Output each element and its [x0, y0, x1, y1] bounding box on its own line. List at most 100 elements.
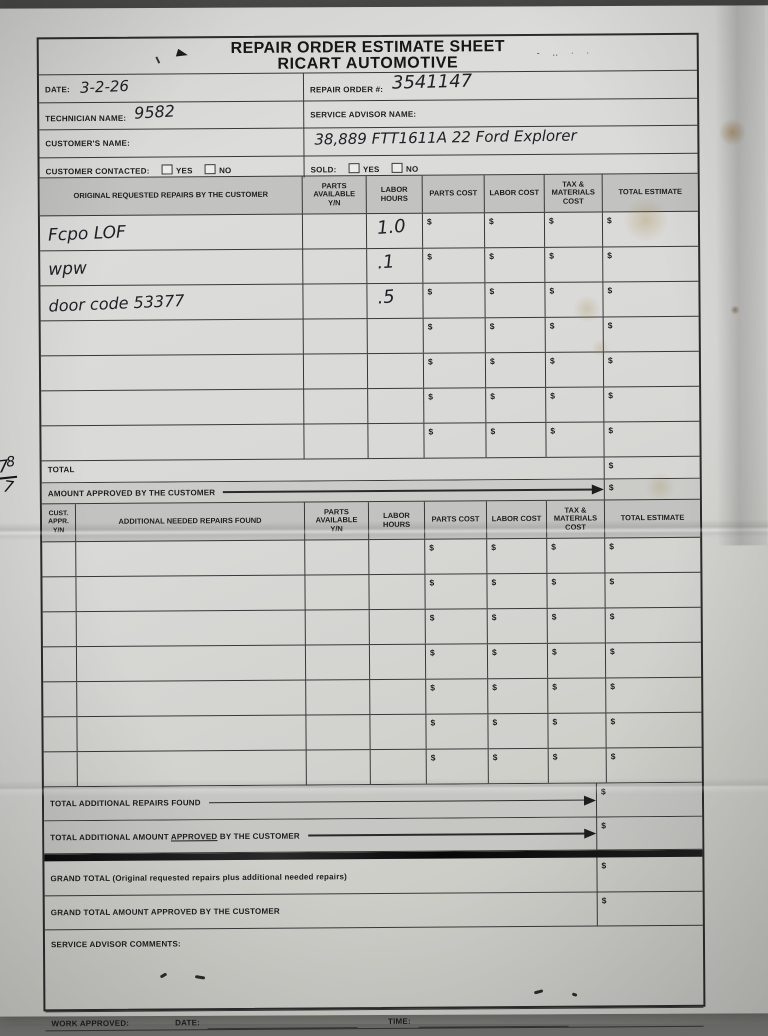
tax-materials-cell: $: [545, 282, 604, 317]
dollar-sign: $: [427, 286, 433, 297]
repair-description-cell: [40, 319, 304, 356]
dollar-sign: $: [430, 682, 435, 693]
additional-repair-description-cell: [77, 715, 307, 752]
additional-repair-description-cell: [76, 575, 306, 612]
repair-order-label: REPAIR ORDER #:: [309, 84, 384, 95]
dollar-sign: $: [609, 576, 615, 587]
parts-cost-cell: $: [424, 388, 487, 423]
col-total-estimate: TOTAL ESTIMATE: [618, 187, 683, 197]
sold-yes-checkbox: [348, 163, 360, 174]
grand-total-cell: $: [596, 856, 703, 892]
work-time-label: TIME:: [387, 1016, 411, 1026]
parts-cost-cell: $: [422, 213, 486, 248]
cust-appr-cell: [42, 542, 77, 577]
dollar-sign: $: [428, 391, 433, 402]
dollar-sign: $: [490, 426, 496, 437]
dollar-sign: $: [489, 356, 495, 367]
vehicle-note-handwritten: 38,889 FTT1611A 22 Ford Explorer: [314, 126, 577, 149]
grand-total-approved-row: GRAND TOTAL AMOUNT APPROVED BY THE CUSTO…: [44, 891, 703, 931]
dollar-sign: $: [489, 251, 494, 262]
yes-label: YES: [175, 166, 193, 176]
repair-order-form: REPAIR ORDER ESTIMATE SHEET RICART AUTOM…: [36, 32, 706, 1032]
total-estimate-cell: $: [605, 538, 700, 573]
tax-materials-cell: $: [547, 643, 607, 678]
dollar-sign: $: [429, 612, 435, 623]
repair-description-cell: [41, 389, 305, 426]
dollar-sign: $: [607, 285, 613, 296]
dollar-sign: $: [549, 355, 555, 366]
col-tax-materials: TAX & MATERIALS COST: [546, 500, 606, 538]
labor-cost-cell: $: [487, 643, 549, 679]
dollar-sign: $: [551, 576, 557, 587]
labor-cost-cell: $: [488, 678, 549, 714]
parts-cost-cell: $: [423, 353, 487, 388]
dollar-sign: $: [551, 541, 556, 552]
additional-repair-row: $ $ $ $: [43, 747, 702, 788]
labor-hours-cell: [369, 539, 426, 575]
total-additional-cell: $: [595, 782, 703, 817]
parts-cost-cell: $: [426, 679, 489, 714]
additional-repair-row: $ $ $ $: [42, 642, 702, 683]
yes-label: YES: [362, 164, 380, 175]
additional-repair-description-cell: [77, 680, 307, 717]
dollar-sign: $: [548, 215, 554, 226]
dollar-sign: $: [427, 251, 432, 262]
total-estimate-cell: $: [605, 573, 700, 608]
tax-materials-cell: $: [545, 352, 605, 387]
col-cust-appr: CUST. APPR. Y/N: [41, 504, 77, 542]
total-estimate-cell: $: [603, 247, 698, 282]
customer-contacted-label: CUSTOMER CONTACTED:: [45, 166, 150, 177]
date-value-handwritten: 3-2-26: [79, 76, 130, 97]
dollar-sign: $: [607, 355, 613, 366]
repair-description-cell: door code 53377: [40, 284, 304, 321]
dollar-sign: $: [549, 320, 555, 331]
work-date-label: DATE:: [175, 1018, 201, 1028]
original-repair-row: Fcpo LOF 1.0 $ $ $ $: [39, 211, 699, 252]
dollar-sign: $: [488, 216, 494, 227]
amount-approved-cell: $: [603, 478, 700, 500]
parts-available-cell: [305, 610, 370, 645]
work-time-blank-line: [418, 1014, 569, 1028]
dollar-sign: $: [491, 577, 497, 588]
grand-total-row: GRAND TOTAL (Original requested repairs …: [44, 856, 703, 897]
labor-cost-cell: $: [485, 317, 546, 353]
dollar-sign: $: [610, 681, 615, 692]
dollar-sign: $: [549, 250, 554, 261]
parts-available-cell: [306, 750, 371, 785]
dollar-sign: $: [550, 390, 555, 401]
labor-hours-cell: [367, 318, 424, 354]
dollar-sign: $: [490, 391, 495, 402]
labor-hours-cell: 1.0: [366, 213, 424, 249]
original-repair-row: $ $ $ $: [41, 386, 700, 427]
col-tax-materials: TAX & MATERIALS COST: [544, 174, 603, 212]
dollar-sign: $: [600, 786, 606, 797]
dollar-sign: $: [489, 321, 495, 332]
sold-no-checkbox: [391, 162, 404, 173]
total-label: TOTAL: [47, 465, 75, 475]
technician-value-handwritten: 9582: [134, 101, 176, 123]
parts-cost-cell: $: [425, 574, 488, 609]
labor-cost-cell: $: [485, 247, 546, 283]
cust-appr-cell: [43, 717, 78, 752]
technician-label: TECHNICIAN NAME:: [45, 113, 127, 124]
dollar-sign: $: [610, 751, 616, 762]
total-additional-approved-arrow: [307, 832, 595, 837]
parts-available-cell: [304, 424, 369, 459]
amount-approved-label: AMOUNT APPROVED BY THE CUSTOMER: [47, 487, 216, 498]
paper-sheet: 78 7 REPAIR ORDER ESTIMATE SHEET RICART …: [0, 5, 768, 1032]
tax-materials-cell: $: [546, 422, 605, 457]
repair-description-cell: [41, 424, 305, 461]
tax-materials-cell: $: [548, 713, 607, 748]
dollar-sign: $: [607, 250, 612, 261]
total-additional-approved-label: TOTAL ADDITIONAL AMOUNT APPROVED BY THE …: [50, 831, 300, 842]
repair-description-cell: Fcpo LOF: [39, 214, 304, 251]
cust-appr-cell: [43, 682, 78, 717]
dollar-sign: $: [609, 611, 615, 622]
col-total-estimate: TOTAL ESTIMATE: [620, 513, 685, 523]
dollar-sign: $: [429, 542, 434, 553]
total-estimate-cell: $: [607, 748, 702, 783]
parts-cost-cell: $: [423, 248, 486, 283]
additional-repair-row: $ $ $ $: [42, 607, 701, 648]
dollar-sign: $: [601, 860, 607, 871]
additional-repair-row: $ $ $ $: [43, 712, 702, 753]
